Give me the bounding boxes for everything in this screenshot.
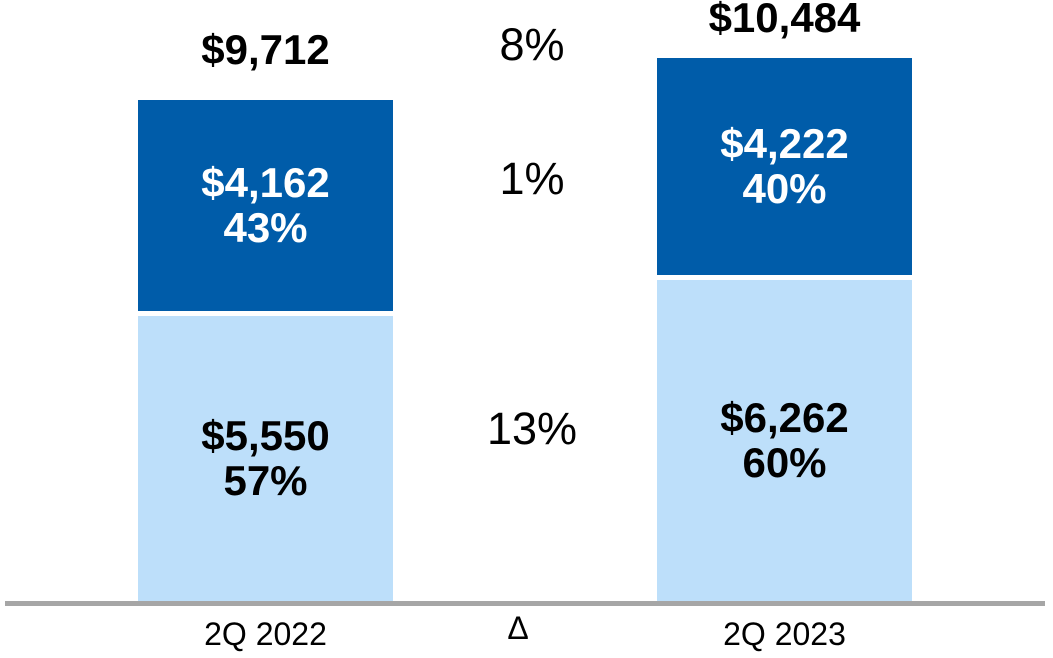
- segment-value-label: $4,162: [201, 158, 330, 206]
- x-axis-label-2q2023: 2Q 2023: [723, 616, 846, 652]
- segment-percent-label: 40%: [742, 164, 827, 212]
- segment-value-label: $5,550: [201, 411, 330, 459]
- delta-symbol: Δ: [507, 610, 529, 646]
- segment-percent-label: 60%: [742, 438, 827, 486]
- segment-percent-label: 43%: [223, 203, 308, 251]
- bar-2q2022-dark-segment: $4,162 43%: [138, 100, 393, 311]
- total-label-2q2022: $9,712: [201, 26, 330, 73]
- bar-2q2023-light-segment: $6,262 60%: [657, 280, 912, 601]
- segment-value-label: $6,262: [720, 393, 849, 441]
- x-axis-label-2q2022: 2Q 2022: [204, 616, 327, 652]
- delta-total-percent: 8%: [499, 19, 565, 70]
- bar-2q2022-light-segment: $5,550 57%: [138, 316, 393, 601]
- delta-light-segment-percent: 13%: [486, 403, 578, 454]
- x-axis-line: [5, 601, 1045, 606]
- bar-2q2023-dark-segment: $4,222 40%: [657, 58, 912, 275]
- segment-percent-label: 57%: [223, 456, 308, 504]
- segment-value-label: $4,222: [720, 119, 849, 167]
- delta-dark-segment-percent: 1%: [499, 153, 565, 204]
- total-label-2q2023: $10,484: [708, 0, 861, 41]
